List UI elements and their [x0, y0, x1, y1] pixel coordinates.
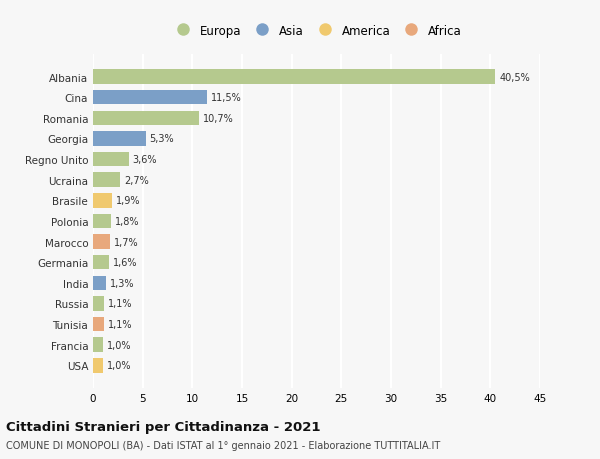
Text: 5,3%: 5,3% — [149, 134, 174, 144]
Bar — [93, 152, 129, 167]
Text: 1,0%: 1,0% — [107, 360, 131, 370]
Text: 1,6%: 1,6% — [113, 257, 137, 268]
Text: 1,3%: 1,3% — [110, 278, 134, 288]
Text: 10,7%: 10,7% — [203, 113, 234, 123]
Bar — [93, 214, 111, 229]
Bar — [93, 194, 112, 208]
Text: 1,1%: 1,1% — [108, 319, 133, 330]
Bar — [93, 132, 146, 146]
Bar — [93, 276, 106, 291]
Bar — [93, 255, 109, 270]
Bar — [93, 338, 103, 352]
Bar — [93, 70, 496, 84]
Bar — [93, 297, 104, 311]
Text: 1,9%: 1,9% — [116, 196, 140, 206]
Legend: Europa, Asia, America, Africa: Europa, Asia, America, Africa — [168, 21, 465, 41]
Text: 3,6%: 3,6% — [133, 155, 157, 165]
Text: 2,7%: 2,7% — [124, 175, 149, 185]
Bar — [93, 173, 120, 188]
Text: 1,0%: 1,0% — [107, 340, 131, 350]
Bar — [93, 317, 104, 331]
Bar — [93, 235, 110, 249]
Text: COMUNE DI MONOPOLI (BA) - Dati ISTAT al 1° gennaio 2021 - Elaborazione TUTTITALI: COMUNE DI MONOPOLI (BA) - Dati ISTAT al … — [6, 440, 440, 450]
Text: Cittadini Stranieri per Cittadinanza - 2021: Cittadini Stranieri per Cittadinanza - 2… — [6, 420, 320, 433]
Text: 1,7%: 1,7% — [114, 237, 139, 247]
Bar — [93, 358, 103, 373]
Text: 1,8%: 1,8% — [115, 217, 139, 226]
Text: 11,5%: 11,5% — [211, 93, 242, 103]
Text: 40,5%: 40,5% — [499, 73, 530, 83]
Bar — [93, 91, 207, 105]
Text: 1,1%: 1,1% — [108, 299, 133, 309]
Bar — [93, 112, 199, 126]
